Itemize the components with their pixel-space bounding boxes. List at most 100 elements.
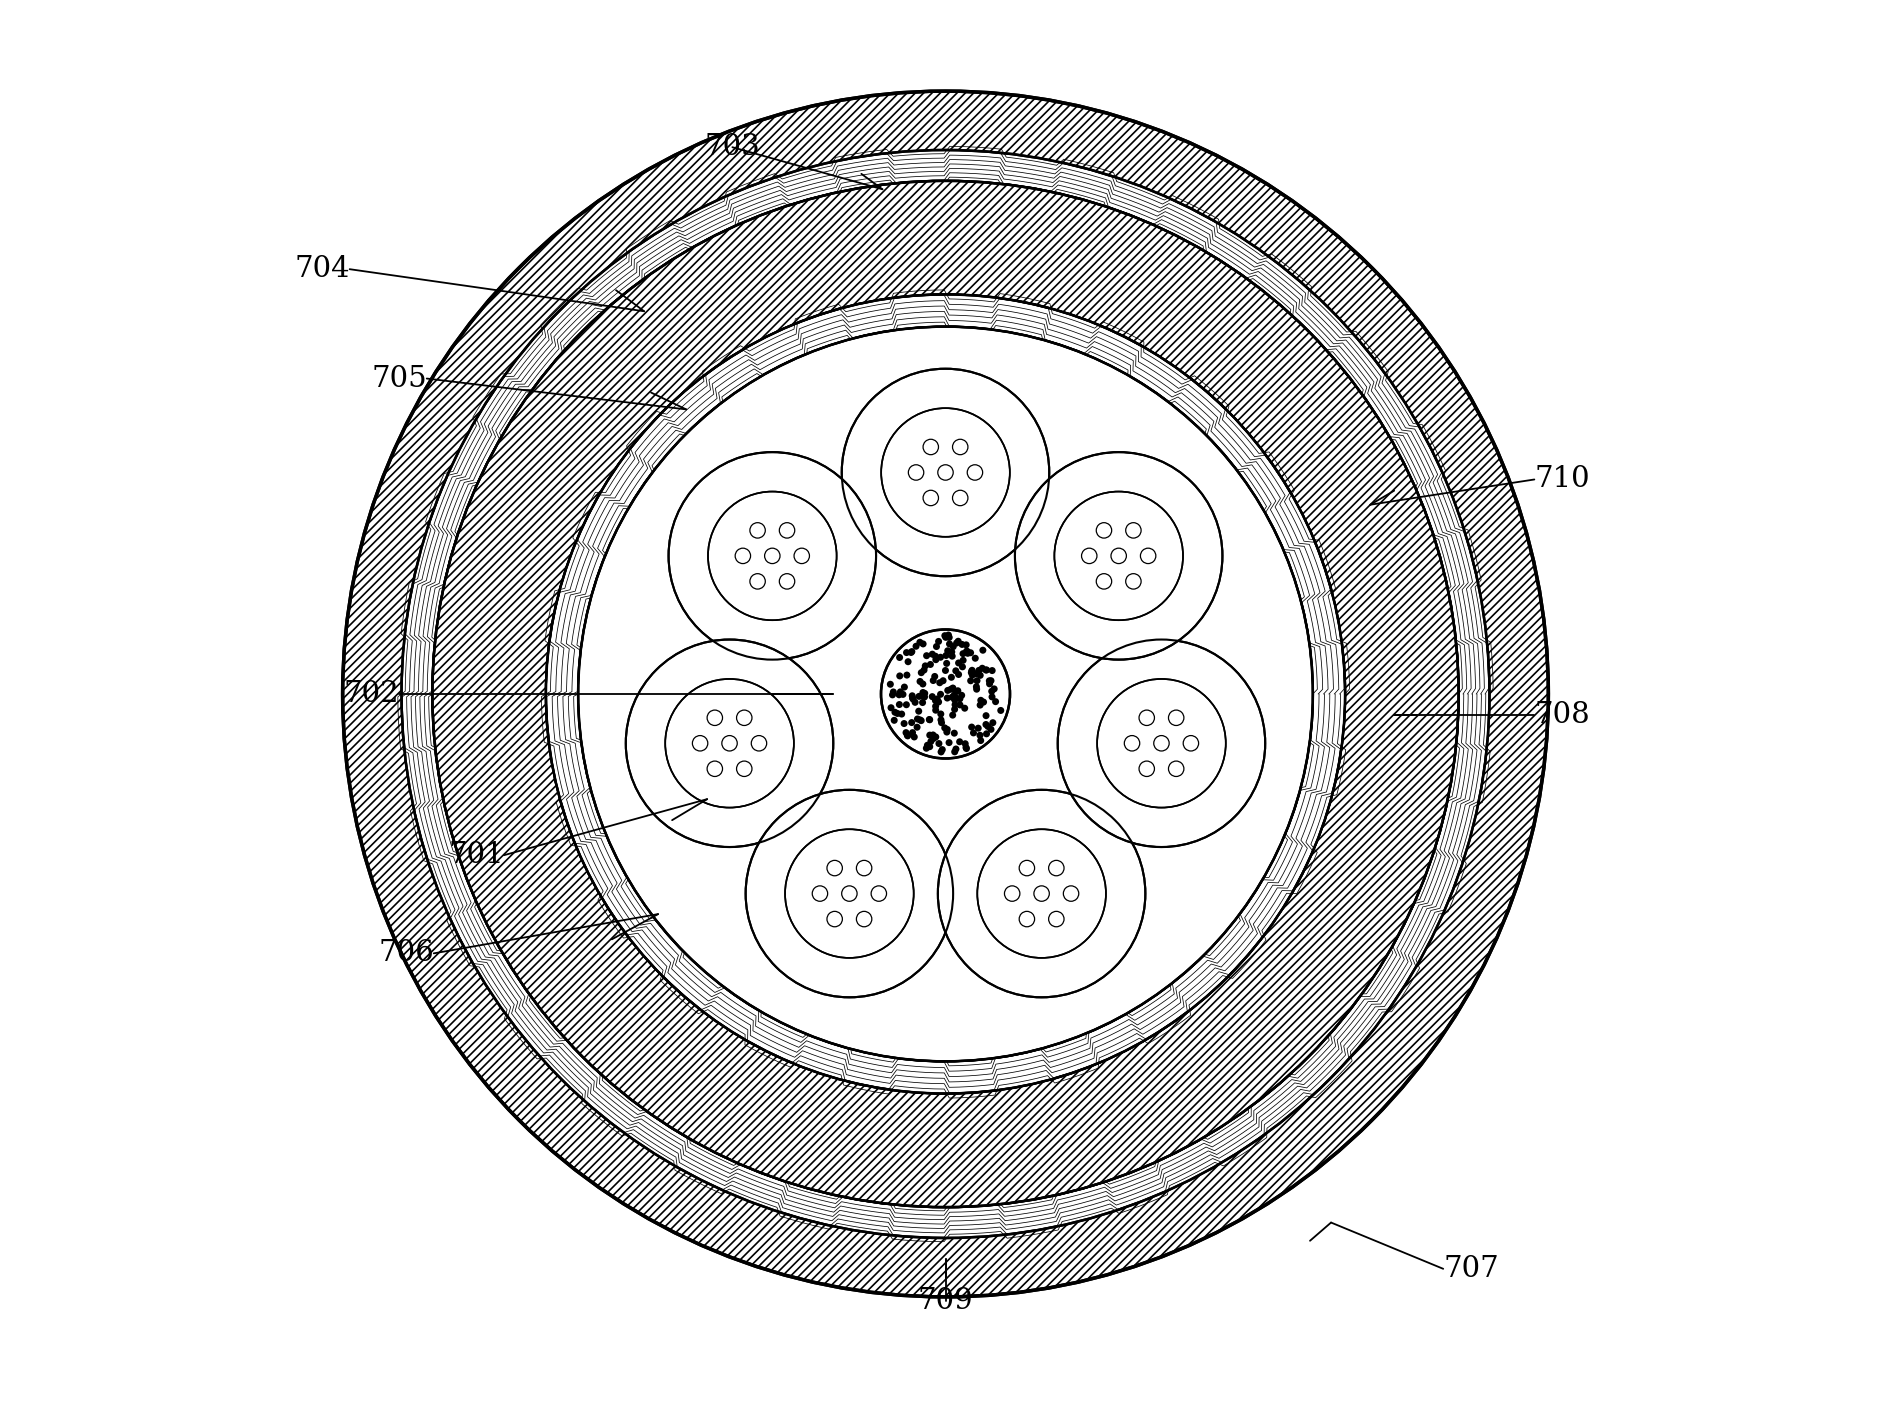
Circle shape bbox=[976, 732, 983, 739]
Circle shape bbox=[891, 716, 898, 723]
Circle shape bbox=[896, 673, 904, 680]
Circle shape bbox=[983, 712, 989, 719]
Circle shape bbox=[1097, 679, 1225, 808]
Circle shape bbox=[985, 723, 991, 730]
Circle shape bbox=[911, 698, 919, 705]
Circle shape bbox=[919, 688, 927, 695]
Text: 708: 708 bbox=[1534, 701, 1590, 729]
Circle shape bbox=[433, 181, 1458, 1207]
Circle shape bbox=[1138, 709, 1154, 725]
Circle shape bbox=[813, 886, 828, 901]
Circle shape bbox=[944, 687, 951, 694]
Circle shape bbox=[930, 677, 936, 684]
Circle shape bbox=[737, 709, 753, 725]
Circle shape bbox=[904, 658, 911, 665]
Circle shape bbox=[949, 644, 957, 651]
Circle shape bbox=[908, 648, 915, 655]
Circle shape bbox=[930, 735, 938, 742]
Circle shape bbox=[546, 294, 1345, 1094]
Circle shape bbox=[936, 740, 942, 747]
Circle shape bbox=[666, 679, 794, 808]
Circle shape bbox=[985, 680, 993, 687]
Circle shape bbox=[911, 733, 917, 740]
Circle shape bbox=[1055, 492, 1184, 620]
Circle shape bbox=[669, 451, 876, 659]
Circle shape bbox=[989, 667, 997, 674]
Circle shape bbox=[579, 327, 1312, 1061]
Circle shape bbox=[826, 861, 841, 876]
Circle shape bbox=[626, 639, 834, 847]
Circle shape bbox=[963, 641, 970, 648]
Circle shape bbox=[917, 639, 923, 646]
Circle shape bbox=[932, 733, 940, 740]
Circle shape bbox=[722, 736, 737, 751]
Circle shape bbox=[953, 439, 968, 454]
Circle shape bbox=[951, 693, 957, 700]
Circle shape bbox=[902, 701, 910, 708]
Circle shape bbox=[938, 749, 946, 756]
Circle shape bbox=[978, 829, 1106, 958]
Text: 710: 710 bbox=[1534, 465, 1590, 494]
Circle shape bbox=[692, 736, 707, 751]
Circle shape bbox=[946, 631, 951, 638]
Circle shape bbox=[930, 732, 936, 739]
Circle shape bbox=[953, 746, 959, 753]
Circle shape bbox=[841, 369, 1050, 576]
Circle shape bbox=[944, 729, 951, 736]
Circle shape bbox=[751, 736, 766, 751]
Circle shape bbox=[904, 649, 910, 656]
Text: 704: 704 bbox=[293, 255, 350, 283]
Circle shape bbox=[946, 634, 953, 641]
Circle shape bbox=[947, 686, 955, 693]
Circle shape bbox=[974, 725, 981, 732]
Circle shape bbox=[1154, 736, 1169, 751]
Circle shape bbox=[904, 672, 910, 679]
Circle shape bbox=[938, 711, 944, 718]
Circle shape bbox=[938, 716, 944, 723]
Circle shape bbox=[932, 656, 940, 663]
Circle shape bbox=[940, 677, 947, 684]
Circle shape bbox=[779, 573, 794, 589]
Circle shape bbox=[976, 701, 983, 708]
Circle shape bbox=[938, 719, 946, 726]
Circle shape bbox=[953, 491, 968, 506]
Circle shape bbox=[1034, 886, 1050, 901]
Text: 707: 707 bbox=[1443, 1255, 1500, 1283]
Circle shape bbox=[881, 408, 1010, 537]
Circle shape bbox=[1125, 523, 1140, 538]
Circle shape bbox=[917, 716, 923, 723]
Circle shape bbox=[910, 729, 915, 736]
Circle shape bbox=[917, 679, 923, 686]
Circle shape bbox=[1125, 573, 1140, 589]
Circle shape bbox=[891, 688, 896, 695]
Circle shape bbox=[896, 688, 904, 695]
Circle shape bbox=[887, 681, 894, 688]
Circle shape bbox=[923, 652, 930, 659]
Circle shape bbox=[957, 739, 963, 746]
Circle shape bbox=[1138, 761, 1154, 777]
Circle shape bbox=[919, 641, 927, 648]
Circle shape bbox=[908, 649, 915, 656]
Circle shape bbox=[974, 686, 980, 693]
Circle shape bbox=[737, 761, 753, 777]
Circle shape bbox=[917, 669, 925, 676]
Circle shape bbox=[936, 679, 944, 686]
Circle shape bbox=[751, 573, 766, 589]
Circle shape bbox=[989, 688, 995, 695]
Circle shape bbox=[1015, 451, 1222, 659]
Circle shape bbox=[857, 911, 872, 927]
Text: 701: 701 bbox=[448, 841, 503, 869]
Circle shape bbox=[904, 732, 911, 739]
Circle shape bbox=[913, 723, 921, 730]
Circle shape bbox=[707, 709, 722, 725]
Circle shape bbox=[955, 659, 963, 666]
Circle shape bbox=[1097, 523, 1112, 538]
Circle shape bbox=[983, 730, 991, 737]
Circle shape bbox=[917, 718, 925, 725]
Circle shape bbox=[1019, 911, 1034, 927]
Circle shape bbox=[900, 721, 908, 728]
Circle shape bbox=[1050, 911, 1065, 927]
Circle shape bbox=[951, 693, 959, 700]
Circle shape bbox=[944, 726, 951, 733]
Circle shape bbox=[938, 464, 953, 479]
